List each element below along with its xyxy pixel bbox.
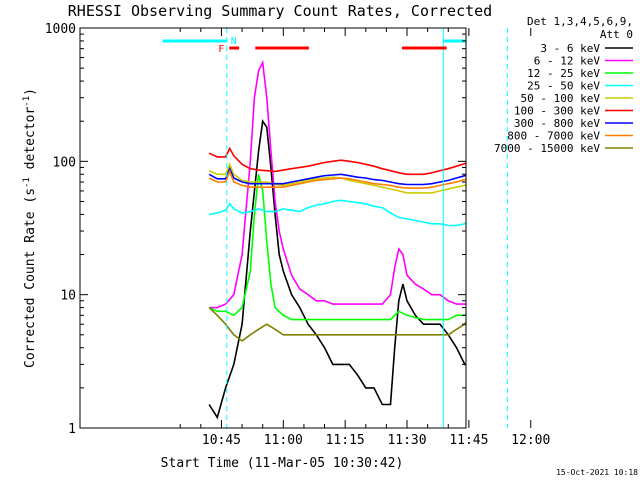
night-boundaries [226, 28, 508, 428]
legend-label: 12 - 25 keV [527, 67, 600, 80]
flare-flag-label: F [218, 44, 224, 55]
legend-label: 50 - 100 keV [521, 92, 601, 105]
x-tick-label: 10:45 [202, 433, 241, 448]
x-tick-label: 11:45 [449, 433, 488, 448]
y-axis-label: Corrected Count Rate (s-1 detector-1) [22, 88, 38, 368]
chart-title: RHESSI Observing Summary Count Rates, Co… [68, 2, 492, 20]
y-tick-label: 1000 [45, 22, 76, 37]
y-tick-label: 100 [53, 155, 76, 170]
legend-label: 25 - 50 keV [527, 80, 600, 93]
series-line-7 [208, 169, 466, 189]
legend-label: 6 - 12 keV [534, 55, 601, 68]
series-line-8 [208, 307, 466, 342]
flag-bars: NF [162, 36, 466, 55]
series-line-0 [208, 119, 466, 420]
legend-label: 3 - 6 keV [540, 42, 600, 55]
legend-label: 7000 - 15000 keV [494, 142, 600, 155]
x-tick-label: 12:00 [511, 433, 550, 448]
legend-header-line-1: Det 1,3,4,5,6,9, [527, 15, 633, 28]
axis-ticks: 10:45 11:00 11:15 11:30 11:45 12:00 1 10 100 1000 [45, 22, 551, 448]
series-line-6 [208, 166, 466, 186]
timestamp: 15-Oct-2021 10:18 [556, 468, 638, 477]
series-line-4 [208, 162, 466, 194]
x-axis-label: Start Time (11-Mar-05 10:30:42) [161, 456, 404, 471]
y-tick-label: 10 [60, 289, 76, 304]
legend-label: 300 - 800 keV [514, 117, 600, 130]
legend-label: 100 - 300 keV [514, 105, 600, 118]
series-line-3 [208, 199, 466, 227]
y-tick-label: 1 [68, 422, 76, 437]
legend-header-line-2: Att 0 [600, 28, 633, 41]
x-tick-label: 11:15 [326, 433, 365, 448]
x-tick-label: 11:30 [387, 433, 426, 448]
plot-frame [79, 27, 467, 429]
series-line-5 [208, 146, 466, 176]
x-tick-label: 11:00 [264, 433, 303, 448]
legend-label: 800 - 7000 keV [507, 130, 600, 143]
series-line-1 [209, 59, 466, 309]
night-flag-label: N [231, 36, 237, 47]
series-layer [208, 59, 466, 420]
